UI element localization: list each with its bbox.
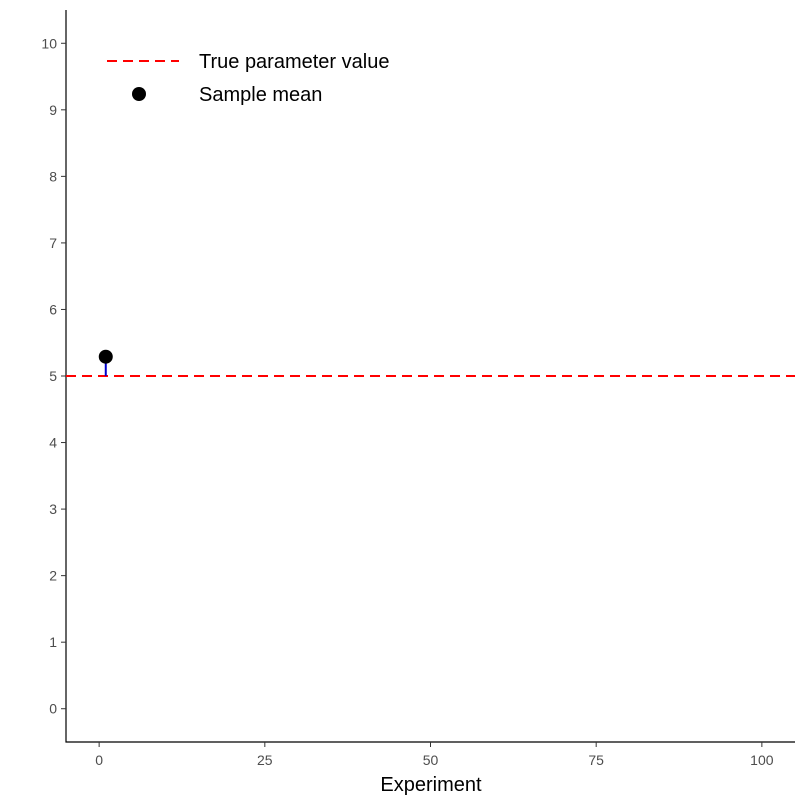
y-tick-label-7: 7 — [49, 235, 57, 251]
y-tick-label-6: 6 — [49, 301, 57, 317]
y-tick-label-4: 4 — [49, 435, 57, 451]
y-tick-label-0: 0 — [49, 701, 57, 717]
y-tick-label-9: 9 — [49, 102, 57, 118]
legend: True parameter value Sample mean — [107, 51, 389, 106]
y-tick-label-5: 5 — [49, 368, 57, 384]
y-tick-label-3: 3 — [49, 501, 57, 517]
y-tick-label-2: 2 — [49, 568, 57, 584]
y-tick-label-8: 8 — [49, 168, 57, 184]
y-tick-label-10: 10 — [41, 35, 57, 51]
sample-mean-point-0 — [98, 349, 113, 364]
y-tick-label-1: 1 — [49, 634, 57, 650]
legend-key-sample-mean — [132, 87, 146, 101]
legend-label-sample-mean: Sample mean — [199, 84, 322, 106]
x-tick-label-75: 75 — [588, 752, 604, 768]
legend-label-true-parameter: True parameter value — [199, 51, 389, 73]
x-tick-label-100: 100 — [750, 752, 774, 768]
marks-group — [66, 349, 795, 377]
x-axis-title: Experiment — [380, 774, 482, 796]
x-tick-label-25: 25 — [257, 752, 273, 768]
x-tick-label-0: 0 — [95, 752, 103, 768]
x-tick-label-50: 50 — [423, 752, 439, 768]
